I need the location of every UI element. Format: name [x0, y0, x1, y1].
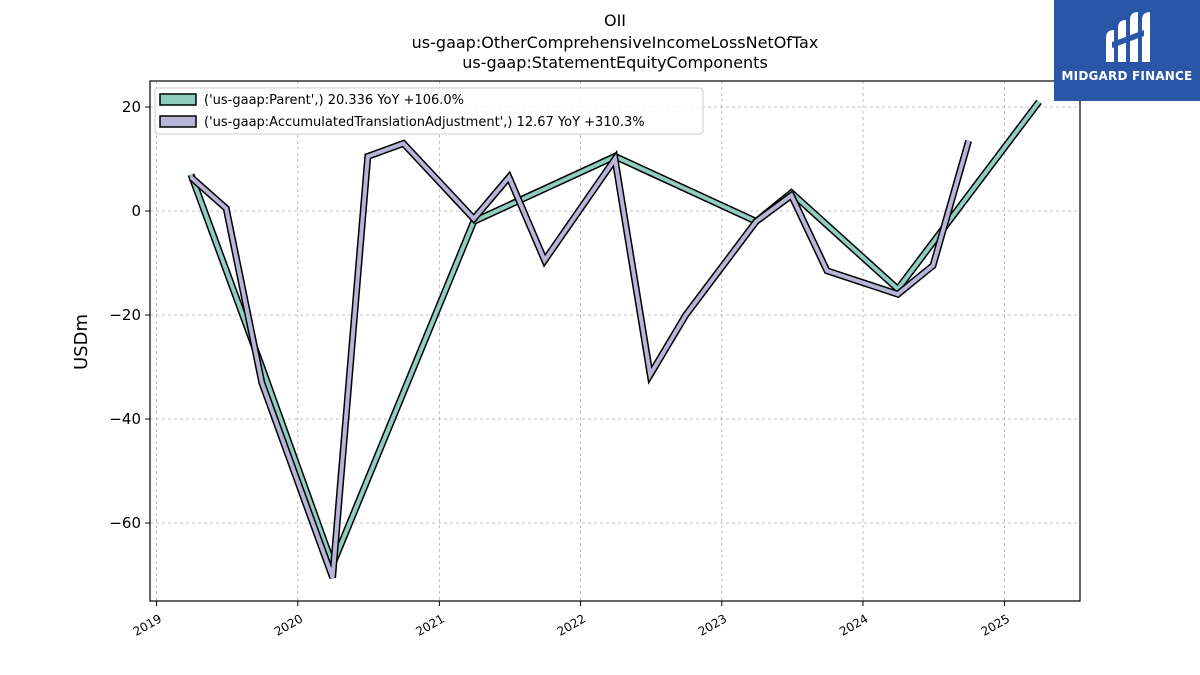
y-tick-label: −60 — [109, 514, 141, 532]
brand-name: MIDGARD FINANCE — [1061, 69, 1193, 83]
series-lines — [187, 99, 1042, 579]
y-tick-label: 20 — [122, 98, 141, 116]
x-tick-label: 2021 — [413, 611, 446, 638]
legend-label-translation: ('us-gaap:AccumulatedTranslationAdjustme… — [204, 115, 645, 130]
legend-swatch-translation — [159, 115, 197, 128]
legend: ('us-gaap:Parent',) 20.336 YoY +106.0% (… — [154, 87, 704, 135]
y-axis-ticks: 20 0 −20 −40 −60 — [109, 98, 150, 532]
chart-title-line-3: us-gaap:StatementEquityComponents — [462, 53, 768, 72]
grid — [150, 81, 1080, 601]
chart-title: OII us-gaap:OtherComprehensiveIncomeLoss… — [412, 11, 819, 72]
x-tick-label: 2019 — [131, 611, 164, 638]
x-tick-label: 2022 — [555, 611, 588, 638]
midgard-logo-icon — [1106, 12, 1150, 62]
chart-title-line-2: us-gaap:OtherComprehensiveIncomeLossNetO… — [412, 33, 819, 52]
x-tick-label: 2023 — [696, 611, 729, 638]
series-line-1 — [189, 140, 971, 579]
y-tick-label: −40 — [109, 410, 141, 428]
legend-box — [154, 87, 704, 135]
x-tick-label: 2020 — [272, 611, 305, 638]
legend-label-parent: ('us-gaap:Parent',) 20.336 YoY +106.0% — [204, 93, 464, 108]
x-tick-label: 2025 — [979, 611, 1012, 638]
x-axis-ticks: 2019 2020 2021 2022 2023 2024 2025 — [131, 601, 1012, 639]
x-tick-label: 2024 — [837, 611, 870, 638]
chart-title-line-1: OII — [604, 11, 626, 30]
brand-logo: MIDGARD FINANCE — [1054, 0, 1200, 101]
y-axis-label: USDm — [71, 314, 92, 370]
plot-frame — [149, 80, 1081, 602]
legend-swatch-parent — [159, 93, 197, 106]
y-tick-label: −20 — [109, 306, 141, 324]
y-tick-label: 0 — [131, 202, 141, 220]
